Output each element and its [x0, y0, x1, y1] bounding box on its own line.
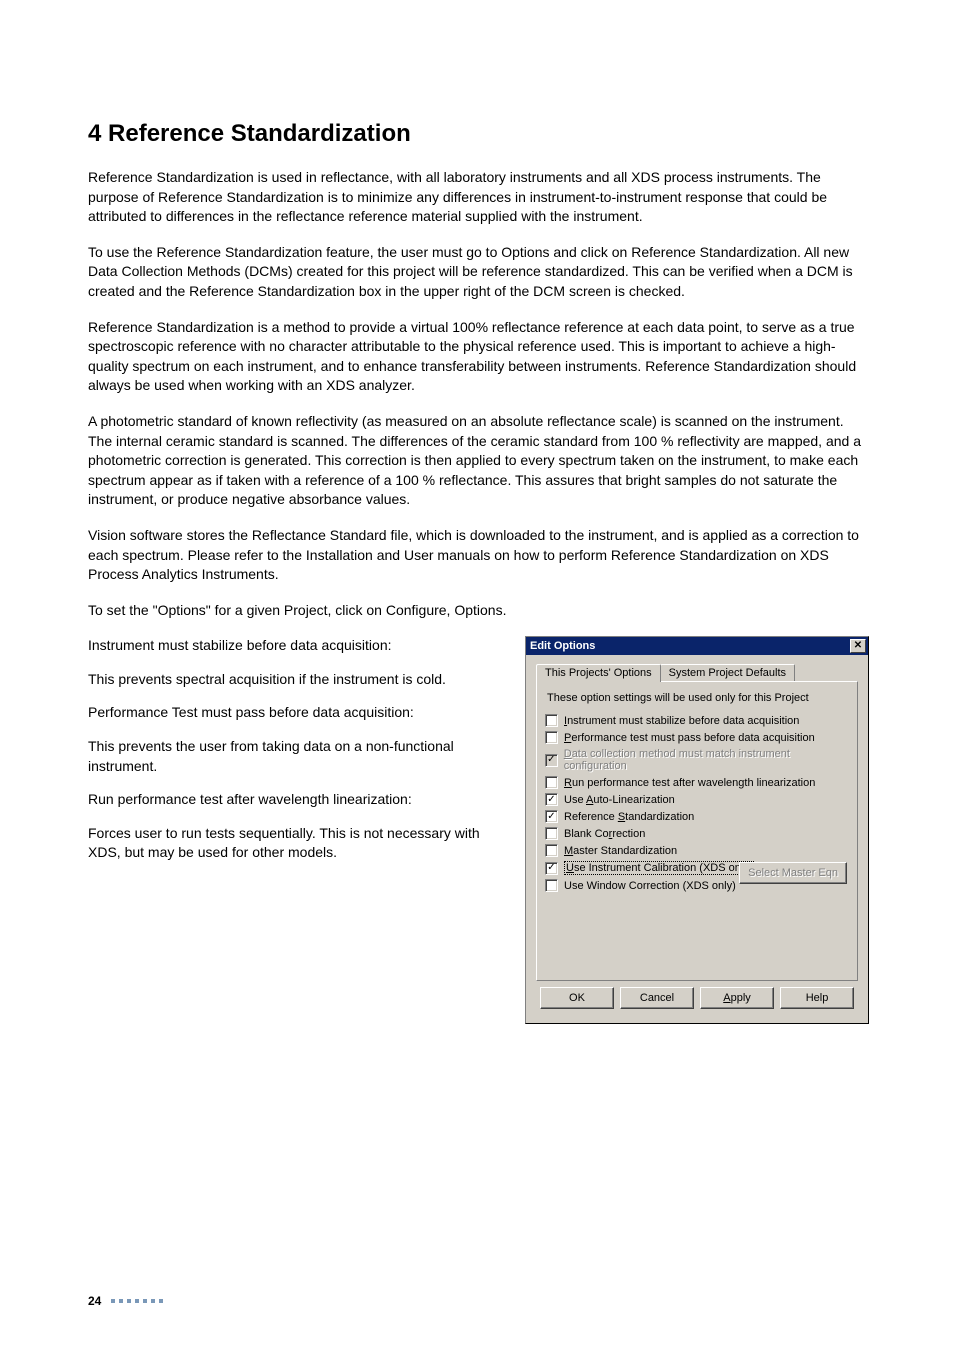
option-label[interactable]: Use Auto-Linearization: [564, 794, 675, 806]
option-row: Performance test must pass before data a…: [545, 731, 849, 744]
option-label[interactable]: Blank Correction: [564, 828, 645, 840]
option-row: ✓ Reference Standardization: [545, 810, 849, 823]
checkbox[interactable]: [545, 879, 558, 892]
select-master-eqn-button[interactable]: Select Master Eqn: [739, 862, 847, 884]
option-row: Run performance test after wavelength li…: [545, 776, 849, 789]
checkbox[interactable]: [545, 714, 558, 727]
dialog-body: This Projects' Options System Project De…: [526, 655, 868, 1023]
tab-panel: These option settings will be used only …: [536, 681, 858, 981]
checkbox[interactable]: [545, 844, 558, 857]
checkbox[interactable]: ✓: [545, 810, 558, 823]
help-button[interactable]: Help: [780, 987, 854, 1009]
page-footer: 24: [88, 1294, 163, 1308]
option-label[interactable]: Run performance test after wavelength li…: [564, 777, 815, 789]
checkbox[interactable]: [545, 731, 558, 744]
paragraph: Reference Standardization is used in ref…: [88, 168, 869, 227]
dot-icon: [135, 1299, 139, 1303]
paragraph: To set the "Options" for a given Project…: [88, 601, 869, 621]
apply-button[interactable]: Apply: [700, 987, 774, 1009]
option-label[interactable]: Instrument must stabilize before data ac…: [564, 715, 799, 727]
dialog-title: Edit Options: [530, 637, 595, 655]
option-row: Blank Correction: [545, 827, 849, 840]
apply-rest: pply: [731, 992, 751, 1004]
dot-icon: [111, 1299, 115, 1303]
cancel-button[interactable]: Cancel: [620, 987, 694, 1009]
option-label[interactable]: Data collection method must match instru…: [564, 748, 849, 772]
checkbox[interactable]: [545, 827, 558, 840]
option-label[interactable]: Use Window Correction (XDS only): [564, 880, 736, 892]
dot-icon: [143, 1299, 147, 1303]
tab-this-project[interactable]: This Projects' Options: [536, 664, 661, 682]
dot-icon: [127, 1299, 131, 1303]
checkbox[interactable]: ✓: [545, 754, 558, 767]
dialog-button-row: OK Cancel Apply Help: [536, 981, 858, 1017]
left-paragraph: This prevents the user from taking data …: [88, 737, 507, 776]
option-row: ✓ Data collection method must match instr…: [545, 748, 849, 772]
option-row: Instrument must stabilize before data ac…: [545, 714, 849, 727]
left-column: Instrument must stabilize before data ac…: [88, 636, 507, 877]
paragraph: A photometric standard of known reflecti…: [88, 412, 869, 510]
page-number: 24: [88, 1294, 101, 1308]
footer-dots: [111, 1299, 163, 1303]
paragraph: To use the Reference Standardization fea…: [88, 243, 869, 302]
option-label[interactable]: Master Standardization: [564, 845, 677, 857]
left-paragraph: Instrument must stabilize before data ac…: [88, 636, 507, 656]
paragraph: Reference Standardization is a method to…: [88, 318, 869, 396]
option-row: ✓ Use Auto-Linearization: [545, 793, 849, 806]
right-column: Edit Options ✕ This Projects' Options Sy…: [525, 636, 869, 1024]
option-row: Master Standardization: [545, 844, 849, 857]
left-paragraph: This prevents spectral acquisition if th…: [88, 670, 507, 690]
options-hint: These option settings will be used only …: [547, 692, 849, 704]
two-column-region: Instrument must stabilize before data ac…: [88, 636, 869, 1024]
apply-mnemonic: A: [723, 992, 730, 1004]
select-master-eqn-wrapper: Select Master Eqn: [739, 862, 847, 884]
left-paragraph: Run performance test after wavelength li…: [88, 790, 507, 810]
dot-icon: [159, 1299, 163, 1303]
checkbox[interactable]: ✓: [545, 793, 558, 806]
dot-icon: [119, 1299, 123, 1303]
dot-icon: [151, 1299, 155, 1303]
paragraph: Vision software stores the Reflectance S…: [88, 526, 869, 585]
option-label[interactable]: Reference Standardization: [564, 811, 694, 823]
section-heading: 4 Reference Standardization: [88, 120, 869, 148]
left-paragraph: Forces user to run tests sequentially. T…: [88, 824, 507, 863]
tab-row: This Projects' Options System Project De…: [536, 661, 858, 681]
close-icon[interactable]: ✕: [850, 639, 866, 653]
option-label[interactable]: Performance test must pass before data a…: [564, 732, 815, 744]
checkbox[interactable]: ✓: [545, 862, 558, 875]
document-page: 4 Reference Standardization Reference St…: [0, 0, 954, 1350]
dialog-titlebar: Edit Options ✕: [526, 637, 868, 655]
tab-system-defaults[interactable]: System Project Defaults: [660, 664, 795, 681]
checkbox[interactable]: [545, 776, 558, 789]
left-paragraph: Performance Test must pass before data a…: [88, 703, 507, 723]
edit-options-dialog: Edit Options ✕ This Projects' Options Sy…: [525, 636, 869, 1024]
option-label[interactable]: Use Instrument Calibration (XDS only): [564, 861, 754, 875]
ok-button[interactable]: OK: [540, 987, 614, 1009]
